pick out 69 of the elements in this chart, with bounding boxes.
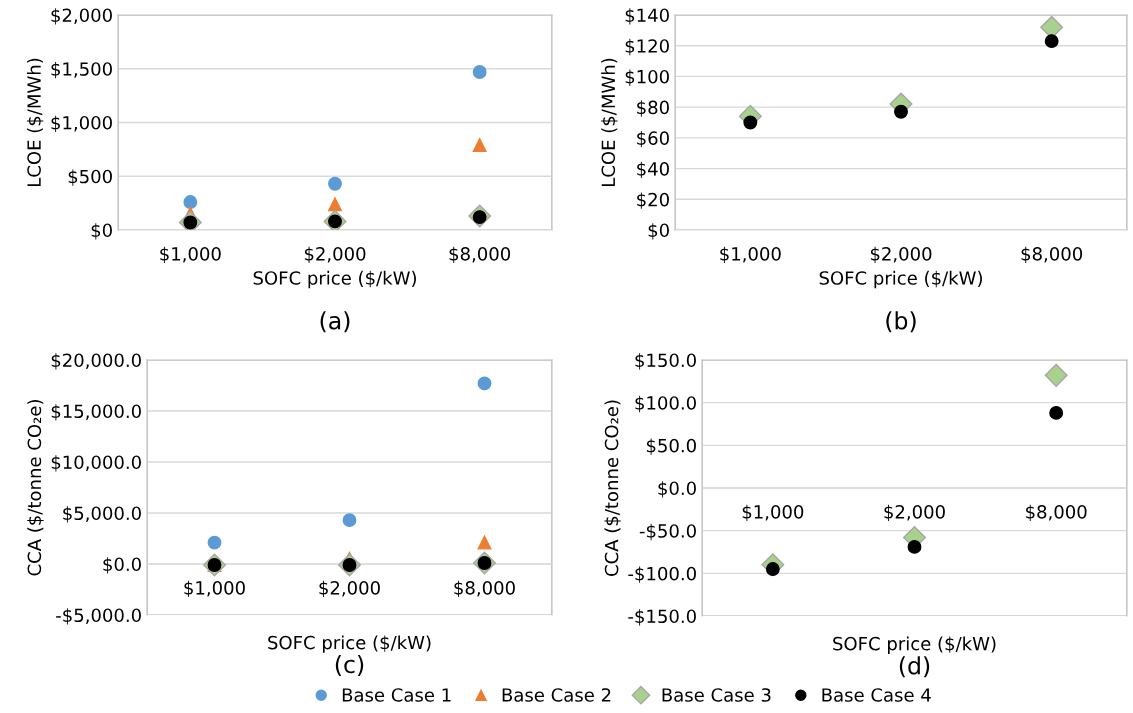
y-axis-title: CCA ($/tonne CO₂e) — [604, 400, 621, 576]
point — [477, 376, 492, 391]
y-tick-label: $100.0 — [635, 395, 696, 413]
x-tick-label: $8,000 — [1021, 246, 1083, 264]
point — [342, 513, 357, 528]
y-tick-label: $15,000.0 — [51, 404, 141, 421]
point — [472, 65, 487, 79]
x-axis-title: SOFC price ($/kW) — [268, 635, 431, 653]
legend-label: Base Case 1 — [342, 688, 451, 702]
x-tick-label: $8,000 — [454, 580, 515, 598]
point — [1044, 363, 1068, 387]
legend-label: Base Case 3 — [662, 688, 771, 702]
legend-label: Base Case 4 — [822, 688, 931, 702]
y-tick-label: $1,000 — [51, 115, 112, 133]
y-axis-title: LCOE ($/MWh) — [601, 58, 618, 187]
x-tick-label: $8,000 — [1026, 504, 1087, 522]
text: (b) — [886, 311, 916, 333]
y-tick-label: -$100.0 — [628, 566, 696, 583]
x-tick-label: $2,000 — [319, 580, 380, 598]
y-tick-label: $140 — [625, 8, 669, 25]
x-tick-label: $2,000 — [870, 246, 932, 264]
y-tick-label: -$5,000.0 — [56, 608, 141, 625]
text: (d) — [899, 656, 930, 678]
point — [907, 539, 922, 554]
y-tick-label: $50.0 — [646, 438, 696, 455]
y-tick-label: $20,000.0 — [51, 353, 141, 370]
y-tick-label: $10,000.0 — [51, 455, 141, 472]
legend-label: Base Case 2 — [502, 688, 611, 702]
y-tick-label: $60 — [637, 131, 669, 148]
point — [472, 138, 487, 153]
y-tick-label: $150.0 — [635, 353, 696, 370]
point — [743, 115, 758, 130]
y-tick-label: $1,500 — [51, 61, 112, 79]
y-tick-label: $40 — [637, 161, 669, 179]
point — [328, 176, 342, 191]
y-tick-label: $80 — [637, 100, 669, 117]
point — [1044, 34, 1059, 49]
text: (a) — [320, 311, 350, 333]
y-tick-label: $0.0 — [658, 481, 696, 498]
y-axis-title: LCOE ($/MWh) — [26, 58, 44, 187]
x-axis-title: SOFC price ($/kW) — [253, 270, 416, 289]
point — [477, 535, 492, 550]
x-tick-label: $2,000 — [884, 504, 945, 522]
y-tick-label: -$50.0 — [639, 523, 696, 541]
point — [1049, 405, 1064, 420]
text: (c) — [335, 655, 364, 677]
point — [328, 197, 342, 212]
y-tick-label: $100 — [625, 69, 669, 86]
y-axis-title: CCA ($/tonne CO₂e) — [27, 400, 44, 576]
y-tick-label: $120 — [625, 38, 669, 56]
point — [207, 535, 222, 550]
y-tick-label: $2,000 — [51, 8, 112, 25]
point — [183, 195, 198, 209]
y-tick-label: -$150.0 — [628, 609, 696, 626]
x-tick-label: $2,000 — [304, 246, 366, 264]
x-tick-label: $1,000 — [184, 580, 245, 598]
x-tick-label: $1,000 — [720, 246, 781, 264]
y-tick-label: $500 — [68, 169, 112, 186]
x-axis-title: SOFC price ($/kW) — [833, 636, 996, 654]
y-tick-label: $20 — [637, 192, 669, 209]
x-tick-label: $1,000 — [160, 246, 221, 264]
point — [894, 104, 908, 119]
x-tick-label: $8,000 — [449, 246, 511, 264]
y-tick-label: $0 — [648, 223, 669, 240]
x-axis-title: SOFC price ($/kW) — [819, 270, 982, 289]
y-tick-label: $0 — [91, 223, 112, 240]
y-tick-label: $5,000.0 — [63, 506, 141, 523]
x-tick-label: $1,000 — [742, 504, 804, 522]
y-tick-label: $0.0 — [103, 557, 141, 574]
